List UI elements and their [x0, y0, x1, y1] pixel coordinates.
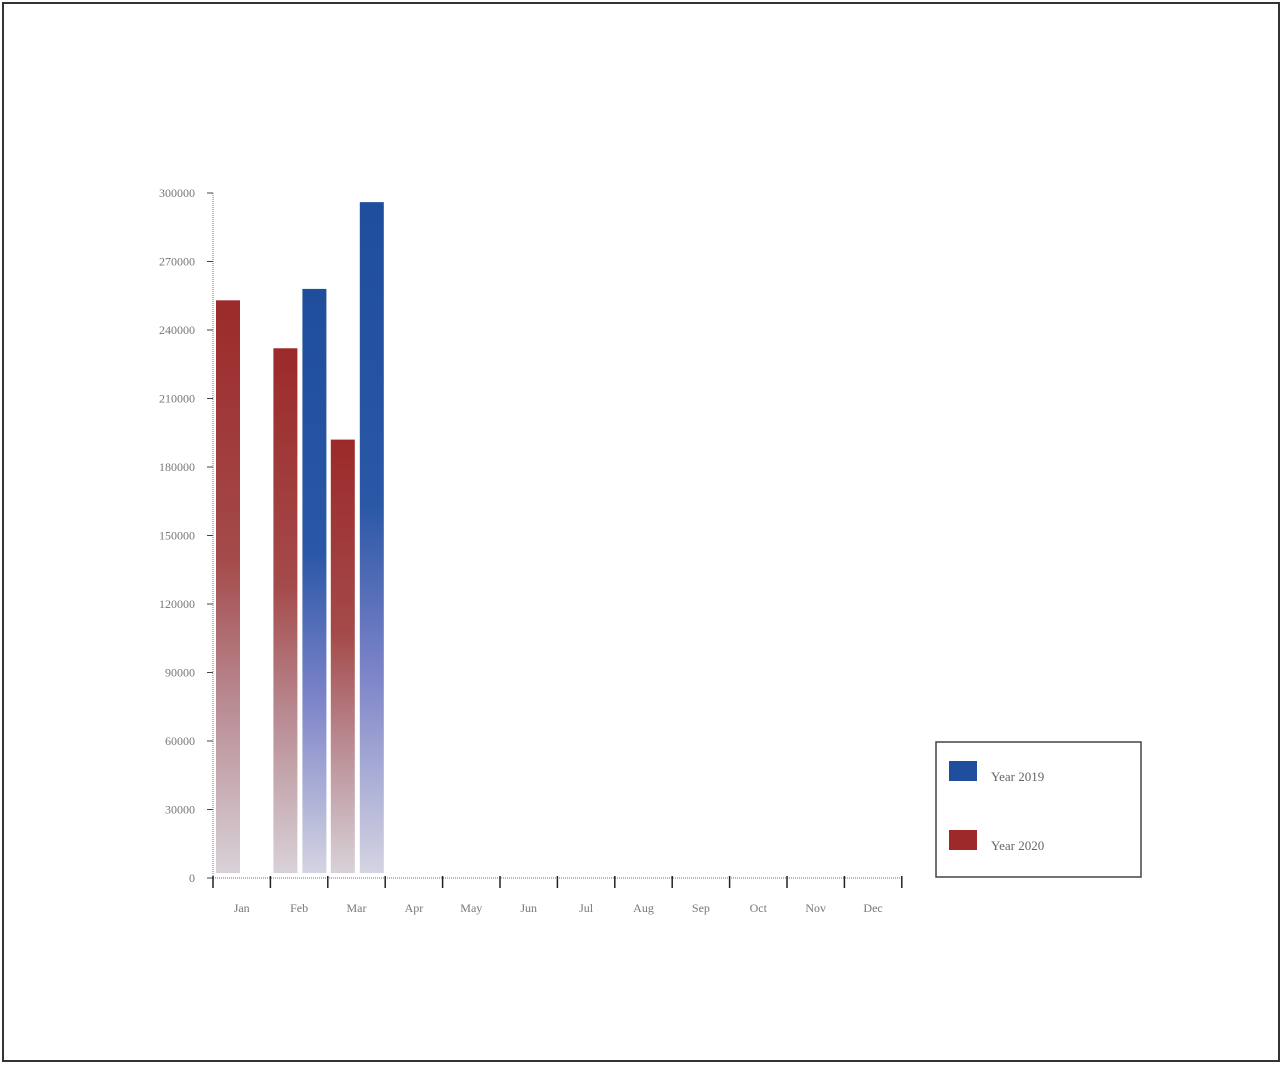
y-tick-label: 120000: [159, 597, 195, 611]
x-tick-label: May: [460, 901, 482, 915]
x-tick-label: Dec: [863, 901, 882, 915]
bar-2019-mar: [359, 202, 384, 874]
y-axis: 0 30000 60000 90000 120000 150000 180000 210000…: [159, 186, 214, 885]
x-tick-label: Aug: [633, 901, 654, 915]
y-tick-label: 30000: [165, 803, 195, 817]
x-tick-label: Jul: [579, 901, 594, 915]
x-tick-label: Mar: [347, 901, 367, 915]
y-tick-label: 60000: [165, 734, 195, 748]
y-tick-label: 180000: [159, 460, 195, 474]
y-tick-label: 90000: [165, 666, 195, 680]
y-tick-label: 210000: [159, 392, 195, 406]
bars: [216, 202, 384, 874]
bar-2020-jan: [216, 300, 240, 874]
legend-swatch-2019: [949, 761, 977, 781]
y-tick-label: 0: [189, 871, 195, 885]
x-tick-label: Oct: [750, 901, 768, 915]
legend-swatch-2020: [949, 830, 977, 850]
legend-label-2020: Year 2020: [991, 838, 1044, 853]
bar-2020-feb: [273, 348, 298, 873]
x-tick-label: Jun: [520, 901, 537, 915]
x-axis: Jan Feb Mar Apr May Jun Jul Aug Sep Oct Nov Dec: [212, 876, 903, 915]
y-tick-label: 270000: [159, 255, 195, 269]
x-tick-label: Nov: [805, 901, 826, 915]
bar-2020-mar: [330, 439, 355, 873]
x-tick-label: Sep: [692, 901, 710, 915]
x-tick-label: Apr: [405, 901, 424, 915]
x-tick-label: Feb: [290, 901, 308, 915]
legend-label-2019: Year 2019: [991, 769, 1044, 784]
y-tick-label: 240000: [159, 323, 195, 337]
x-tick-label: Jan: [234, 901, 250, 915]
y-tick-label: 150000: [159, 529, 195, 543]
bar-2019-feb: [302, 288, 327, 873]
y-tick-label: 300000: [159, 186, 195, 200]
legend: Year 2019 Year 2020: [935, 741, 1142, 878]
